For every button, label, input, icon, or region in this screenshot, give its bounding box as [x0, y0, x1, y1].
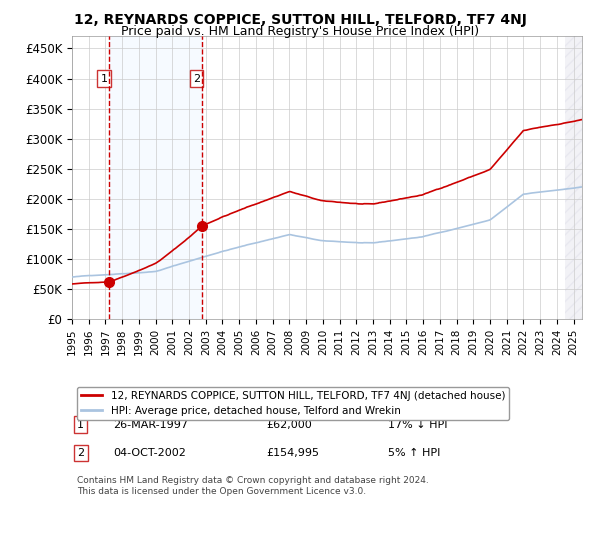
Text: 04-OCT-2002: 04-OCT-2002	[113, 448, 185, 458]
Text: Price paid vs. HM Land Registry's House Price Index (HPI): Price paid vs. HM Land Registry's House …	[121, 25, 479, 38]
Text: £62,000: £62,000	[266, 419, 311, 430]
Text: 17% ↓ HPI: 17% ↓ HPI	[388, 419, 448, 430]
Text: 1: 1	[77, 419, 84, 430]
Text: £154,995: £154,995	[266, 448, 319, 458]
Bar	[109, 36, 202, 319]
Text: 12, REYNARDS COPPICE, SUTTON HILL, TELFORD, TF7 4NJ: 12, REYNARDS COPPICE, SUTTON HILL, TELFO…	[74, 13, 526, 27]
Legend: 12, REYNARDS COPPICE, SUTTON HILL, TELFORD, TF7 4NJ (detached house), HPI: Avera: 12, REYNARDS COPPICE, SUTTON HILL, TELFO…	[77, 386, 509, 420]
Text: 1: 1	[101, 73, 108, 83]
Text: Contains HM Land Registry data © Crown copyright and database right 2024.
This d: Contains HM Land Registry data © Crown c…	[77, 476, 429, 496]
Text: 5% ↑ HPI: 5% ↑ HPI	[388, 448, 440, 458]
Text: 2: 2	[193, 73, 200, 83]
Bar	[565, 36, 582, 319]
Text: 2: 2	[77, 448, 84, 458]
Text: 26-MAR-1997: 26-MAR-1997	[113, 419, 188, 430]
